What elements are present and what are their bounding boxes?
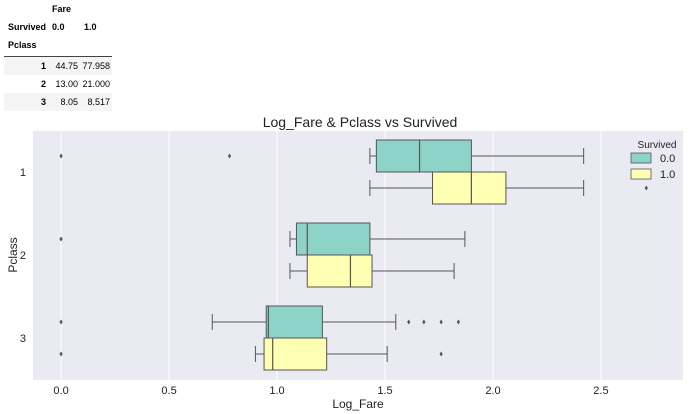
box-iqr xyxy=(432,171,507,205)
outlier-point xyxy=(59,319,63,325)
pivot-column-0: 0.0 xyxy=(52,22,65,32)
box-iqr xyxy=(295,222,371,256)
outlier-point xyxy=(644,185,648,191)
legend-swatch-0.0 xyxy=(630,152,652,164)
pivot-table: Fare Survived 0.0 1.0 Pclass 1 44.75 77.… xyxy=(4,0,112,111)
x-tick-label: 1.0 xyxy=(269,385,284,397)
box-iqr xyxy=(375,139,472,173)
y-tick-label: 2 xyxy=(20,250,26,262)
pivot-index-name: Pclass xyxy=(8,40,37,50)
x-tick-label: 0.5 xyxy=(161,385,176,397)
cell: 77.958 xyxy=(82,61,110,71)
row-index: 3 xyxy=(40,97,46,107)
x-tick-label: 2.0 xyxy=(485,385,500,397)
row-index: 1 xyxy=(40,61,46,71)
outlier-point xyxy=(439,319,443,325)
cell: 44.75 xyxy=(55,61,78,71)
x-axis-label: Log_Fare xyxy=(332,397,384,411)
grid-lines xyxy=(60,131,602,380)
y-tick-label: 1 xyxy=(20,167,26,179)
pivot-header-index: Pclass xyxy=(4,36,112,54)
box-1.0-pclass-2 xyxy=(289,254,455,288)
table-row: 1 44.75 77.958 xyxy=(4,57,112,75)
legend-label-0.0: 0.0 xyxy=(660,153,675,165)
box-0.0-pclass-2 xyxy=(59,222,466,256)
pivot-column-1: 1.0 xyxy=(84,22,97,32)
box-iqr xyxy=(263,337,328,371)
x-tick-label: 1.5 xyxy=(377,385,392,397)
box-1.0-pclass-1 xyxy=(369,171,648,205)
legend-swatch-1.0 xyxy=(630,168,652,180)
outlier-point xyxy=(407,319,411,325)
cell: 8.05 xyxy=(60,97,78,107)
y-tick-label: 3 xyxy=(20,333,26,345)
cell: 21.000 xyxy=(82,79,110,89)
box-0.0-pclass-3 xyxy=(59,305,461,339)
outlier-point xyxy=(59,351,63,357)
legend: Survived 0.0 1.0 xyxy=(630,140,677,181)
pivot-value-header: Fare xyxy=(52,4,72,14)
box-0.0-pclass-1 xyxy=(59,139,585,173)
outlier-point xyxy=(456,319,461,325)
row-index: 2 xyxy=(40,79,46,89)
outlier-point xyxy=(422,319,426,325)
x-tick-labels: 0.0 0.5 1.0 1.5 2.0 2.5 xyxy=(53,385,608,397)
box-1.0-pclass-3 xyxy=(59,337,443,371)
x-tick-label: 2.5 xyxy=(593,385,608,397)
box-iqr xyxy=(306,254,373,288)
pivot-header-columns: Survived 0.0 1.0 xyxy=(4,18,112,36)
legend-title: Survived xyxy=(638,140,677,151)
box-series xyxy=(59,139,648,371)
chart-title: Log_Fare & Pclass vs Survived xyxy=(263,114,458,130)
y-tick-labels: 1 2 3 xyxy=(20,167,26,345)
outlier-point xyxy=(59,153,63,159)
box-iqr xyxy=(265,305,323,339)
legend-label-1.0: 1.0 xyxy=(660,169,675,181)
cell: 13.00 xyxy=(55,79,78,89)
outlier-point xyxy=(227,153,232,159)
pivot-header-rule xyxy=(4,56,112,57)
cell: 8.517 xyxy=(87,97,110,107)
table-row: 2 13.00 21.000 xyxy=(4,75,112,93)
pivot-columns-name: Survived xyxy=(8,22,47,32)
y-axis-label: Pclass xyxy=(6,237,20,272)
x-tick-label: 0.0 xyxy=(53,385,68,397)
outlier-point xyxy=(439,351,443,357)
outlier-point xyxy=(59,236,63,242)
table-row: 3 8.05 8.517 xyxy=(4,93,112,111)
pivot-header-values: Fare xyxy=(4,0,112,18)
